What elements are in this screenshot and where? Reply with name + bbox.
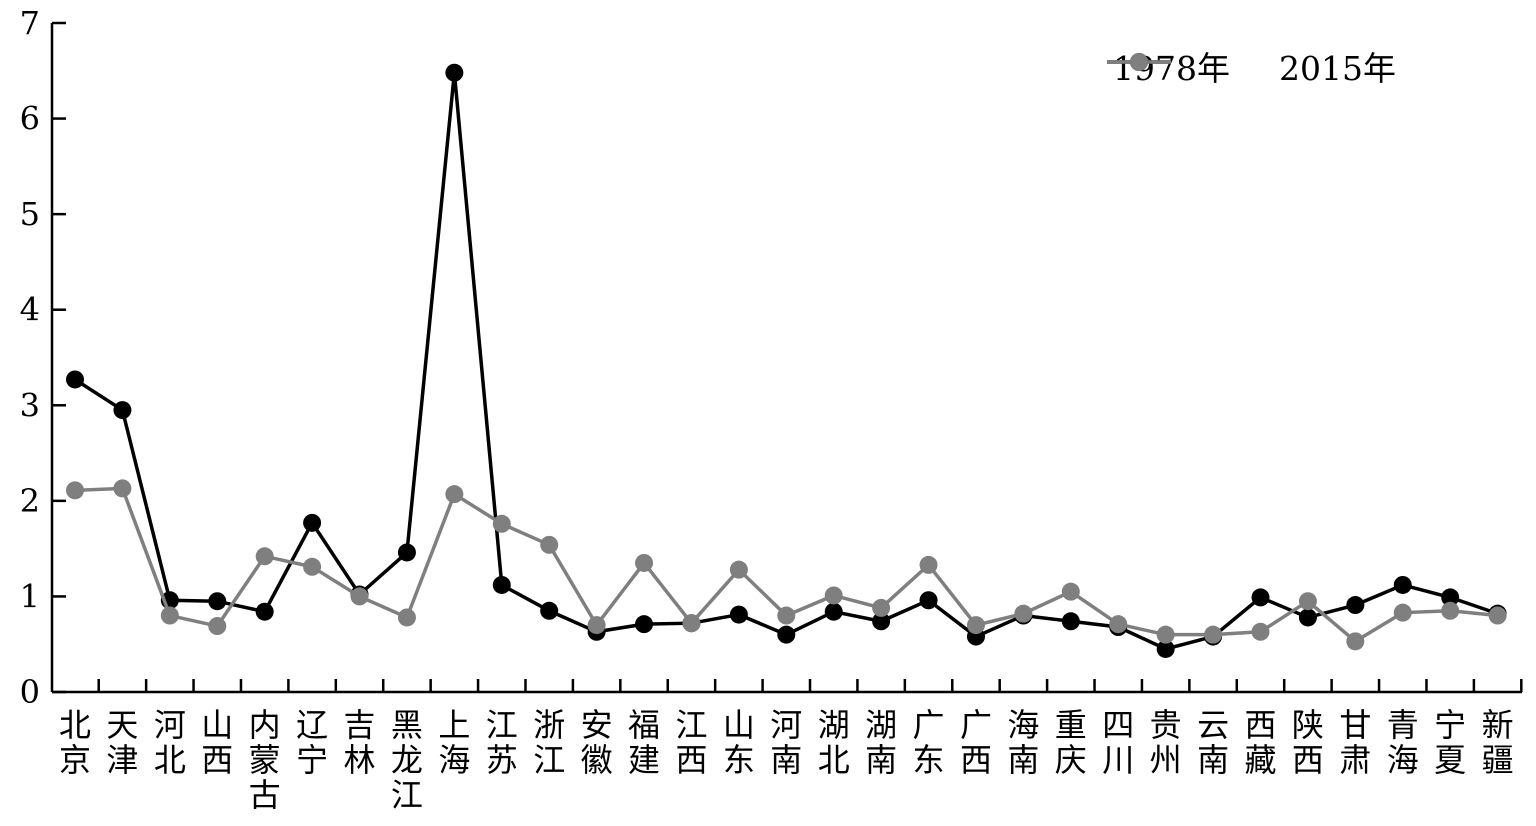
data-point-2015年-江西 [682, 614, 701, 633]
x-category-label: 福建 [628, 706, 660, 779]
x-category-label: 河北 [154, 706, 186, 779]
x-category-label: 云南 [1197, 706, 1229, 779]
x-category-label: 甘肃 [1339, 706, 1371, 779]
data-point-1978年-上海 [445, 63, 464, 82]
data-point-1978年-福建 [635, 615, 654, 634]
data-point-2015年-天津 [113, 479, 132, 498]
x-category-label: 河南 [770, 706, 802, 779]
legend: 1978年 2015年 [1106, 52, 1396, 85]
data-point-2015年-辽宁 [303, 557, 322, 576]
data-point-2015年-北京 [66, 481, 84, 500]
x-category-label: 宁夏 [1434, 706, 1466, 779]
x-category-label: 广东 [913, 706, 945, 779]
data-point-1978年-黑龙江 [397, 543, 416, 562]
data-point-1978年-内蒙古 [255, 602, 274, 621]
y-tick-label: 0 [20, 673, 40, 711]
data-point-1978年-青海 [1393, 575, 1412, 594]
x-category-label: 黑龙江 [391, 706, 423, 814]
data-point-1978年-山西 [208, 592, 227, 611]
x-category-label: 内蒙古 [249, 706, 281, 814]
data-point-2015年-海南 [1014, 604, 1033, 623]
x-category-label: 陕西 [1292, 706, 1324, 779]
y-tick-label: 1 [20, 577, 40, 615]
x-category-label: 辽宁 [296, 706, 328, 779]
data-point-2015年-山西 [208, 617, 227, 636]
data-point-1978年-广东 [919, 591, 938, 610]
data-point-2015年-河北 [160, 606, 179, 625]
data-point-2015年-内蒙古 [255, 547, 274, 566]
data-point-2015年-湖北 [824, 586, 843, 605]
data-point-2015年-青海 [1393, 603, 1412, 622]
data-point-2015年-河南 [777, 606, 796, 625]
y-tick-label: 4 [20, 291, 40, 329]
legend-label-2015: 2015年 [1278, 49, 1396, 88]
x-category-label: 安徽 [581, 706, 613, 779]
data-point-1978年-江苏 [492, 575, 511, 594]
y-tick-label: 2 [20, 482, 40, 520]
data-point-1978年-湖北 [824, 602, 843, 621]
x-category-label: 江西 [675, 706, 707, 779]
x-category-label: 湖南 [865, 706, 897, 779]
x-category-label: 湖北 [818, 706, 850, 779]
data-point-1978年-宁夏 [1441, 588, 1460, 607]
data-point-1978年-陕西 [1298, 608, 1317, 627]
data-point-2015年-陕西 [1298, 592, 1317, 611]
data-point-1978年-甘肃 [1346, 596, 1365, 615]
data-point-2015年-湖南 [872, 598, 891, 617]
x-category-label: 四川 [1102, 706, 1134, 779]
data-point-1978年-辽宁 [303, 513, 322, 532]
data-point-1978年-贵州 [1156, 639, 1175, 658]
x-category-label: 天津 [106, 706, 138, 779]
data-point-2015年-浙江 [540, 535, 559, 554]
data-point-2015年-上海 [445, 485, 464, 504]
data-point-2015年-新疆 [1488, 606, 1507, 625]
x-category-label: 重庆 [1055, 706, 1087, 779]
x-category-label: 浙江 [533, 706, 565, 779]
x-category-label: 山东 [723, 706, 755, 779]
legend-item-2015: 2015年 [1107, 49, 1396, 88]
x-category-label: 广西 [960, 706, 992, 779]
data-point-1978年-西藏 [1251, 588, 1270, 607]
y-tick-label: 7 [20, 4, 40, 42]
data-point-1978年-北京 [66, 370, 84, 389]
x-category-label: 江苏 [486, 706, 518, 779]
y-tick-label: 3 [20, 386, 40, 424]
data-point-1978年-浙江 [540, 601, 559, 620]
data-point-2015年-重庆 [1061, 582, 1080, 601]
x-category-label: 海南 [1007, 706, 1039, 779]
data-point-1978年-山东 [729, 605, 748, 624]
data-point-1978年-重庆 [1061, 612, 1080, 631]
data-point-2015年-西藏 [1251, 622, 1270, 641]
data-point-2015年-黑龙江 [397, 608, 416, 627]
data-point-2015年-甘肃 [1346, 632, 1365, 651]
data-point-2015年-江苏 [492, 514, 511, 533]
data-point-2015年-广西 [966, 616, 985, 635]
data-point-2015年-广东 [919, 555, 938, 574]
data-point-2015年-宁夏 [1441, 601, 1460, 620]
data-point-1978年-天津 [113, 401, 132, 420]
data-point-2015年-贵州 [1156, 625, 1175, 644]
x-category-label: 上海 [438, 706, 470, 779]
x-category-label: 新疆 [1482, 706, 1514, 779]
data-point-1978年-河南 [777, 625, 796, 644]
y-tick-label: 5 [20, 195, 40, 233]
x-category-label: 北京 [59, 706, 91, 779]
data-point-1978年-湖南 [872, 612, 891, 631]
x-category-label: 吉林 [344, 706, 376, 779]
data-point-2015年-山东 [729, 560, 748, 579]
data-point-2015年-云南 [1204, 625, 1223, 644]
x-category-label: 西藏 [1244, 706, 1276, 779]
legend-marker-2015 [1107, 53, 1171, 71]
x-category-label: 贵州 [1150, 706, 1182, 779]
data-point-2015年-福建 [635, 553, 654, 572]
x-category-label: 山西 [201, 706, 233, 779]
data-point-2015年-安徽 [587, 616, 606, 635]
data-point-2015年-四川 [1109, 615, 1128, 634]
data-point-2015年-吉林 [350, 587, 369, 606]
x-category-label: 青海 [1387, 706, 1419, 779]
y-tick-label: 6 [20, 100, 40, 138]
